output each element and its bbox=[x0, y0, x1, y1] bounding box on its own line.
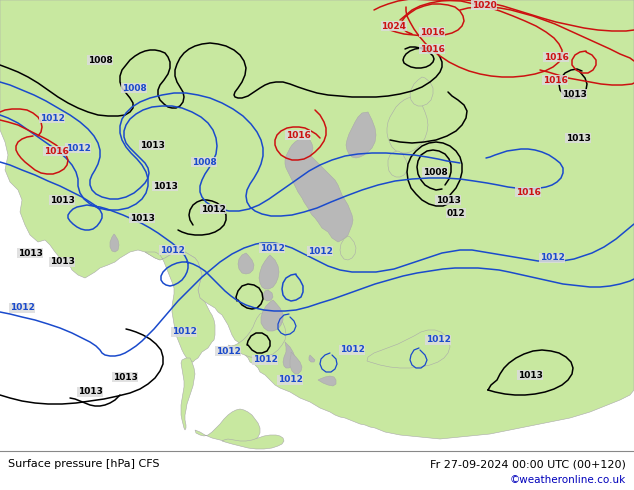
Polygon shape bbox=[261, 300, 283, 331]
Polygon shape bbox=[388, 151, 408, 177]
Polygon shape bbox=[387, 97, 428, 153]
Polygon shape bbox=[222, 435, 284, 449]
Text: 1012: 1012 bbox=[200, 204, 226, 214]
Text: Surface pressure [hPa] CFS: Surface pressure [hPa] CFS bbox=[8, 459, 160, 469]
Text: 1012: 1012 bbox=[259, 244, 285, 252]
Text: 1013: 1013 bbox=[49, 196, 74, 204]
Text: 1016: 1016 bbox=[543, 75, 567, 84]
Text: 1013: 1013 bbox=[566, 133, 590, 143]
Text: 1013: 1013 bbox=[562, 90, 586, 98]
Text: 1013: 1013 bbox=[129, 214, 155, 222]
Polygon shape bbox=[346, 112, 376, 158]
Text: 1012: 1012 bbox=[307, 246, 332, 255]
Text: 1013: 1013 bbox=[113, 372, 138, 382]
Text: 1008: 1008 bbox=[122, 83, 146, 93]
Polygon shape bbox=[181, 358, 195, 430]
Text: 1012: 1012 bbox=[278, 375, 302, 385]
Polygon shape bbox=[0, 0, 634, 439]
Text: 1012: 1012 bbox=[340, 345, 365, 354]
Text: 1013: 1013 bbox=[18, 248, 42, 258]
Text: Fr 27-09-2024 00:00 UTC (00+120): Fr 27-09-2024 00:00 UTC (00+120) bbox=[430, 459, 626, 469]
Polygon shape bbox=[145, 250, 215, 362]
Text: 1013: 1013 bbox=[153, 181, 178, 191]
Text: 1013: 1013 bbox=[436, 196, 460, 204]
Polygon shape bbox=[290, 352, 302, 374]
Polygon shape bbox=[367, 330, 450, 368]
Text: 1013: 1013 bbox=[517, 370, 543, 379]
Text: 1024: 1024 bbox=[382, 22, 406, 30]
Text: 1008: 1008 bbox=[87, 55, 112, 65]
Text: 1016: 1016 bbox=[44, 147, 68, 155]
Polygon shape bbox=[340, 236, 356, 260]
Polygon shape bbox=[228, 311, 286, 358]
Text: 1013: 1013 bbox=[139, 141, 164, 149]
Polygon shape bbox=[263, 290, 273, 301]
Text: 1012: 1012 bbox=[65, 144, 91, 152]
Text: ©weatheronline.co.uk: ©weatheronline.co.uk bbox=[510, 475, 626, 485]
Polygon shape bbox=[195, 409, 260, 443]
Text: 1012: 1012 bbox=[216, 346, 240, 356]
Polygon shape bbox=[110, 234, 119, 252]
Polygon shape bbox=[318, 376, 336, 386]
Text: 1020: 1020 bbox=[472, 0, 496, 9]
Text: 012: 012 bbox=[447, 209, 465, 218]
Text: 1012: 1012 bbox=[39, 114, 65, 122]
Text: 1012: 1012 bbox=[160, 245, 184, 254]
Text: 1012: 1012 bbox=[172, 327, 197, 337]
Text: 1016: 1016 bbox=[543, 52, 569, 62]
Polygon shape bbox=[285, 137, 353, 242]
Text: 1012: 1012 bbox=[10, 303, 34, 313]
Text: 1008: 1008 bbox=[191, 157, 216, 167]
Polygon shape bbox=[309, 355, 315, 362]
Text: 1012: 1012 bbox=[252, 356, 278, 365]
Text: 1016: 1016 bbox=[285, 130, 311, 140]
Text: 1008: 1008 bbox=[423, 168, 448, 176]
Text: 1016: 1016 bbox=[515, 188, 540, 196]
Text: 1012: 1012 bbox=[425, 336, 450, 344]
Text: 1013: 1013 bbox=[49, 258, 74, 267]
Polygon shape bbox=[283, 342, 295, 368]
Polygon shape bbox=[259, 255, 279, 289]
Text: 1016: 1016 bbox=[420, 45, 444, 53]
Text: 1016: 1016 bbox=[420, 27, 444, 36]
Polygon shape bbox=[410, 77, 433, 106]
Text: 1013: 1013 bbox=[77, 388, 103, 396]
Polygon shape bbox=[238, 253, 254, 274]
Text: 1012: 1012 bbox=[540, 253, 564, 263]
